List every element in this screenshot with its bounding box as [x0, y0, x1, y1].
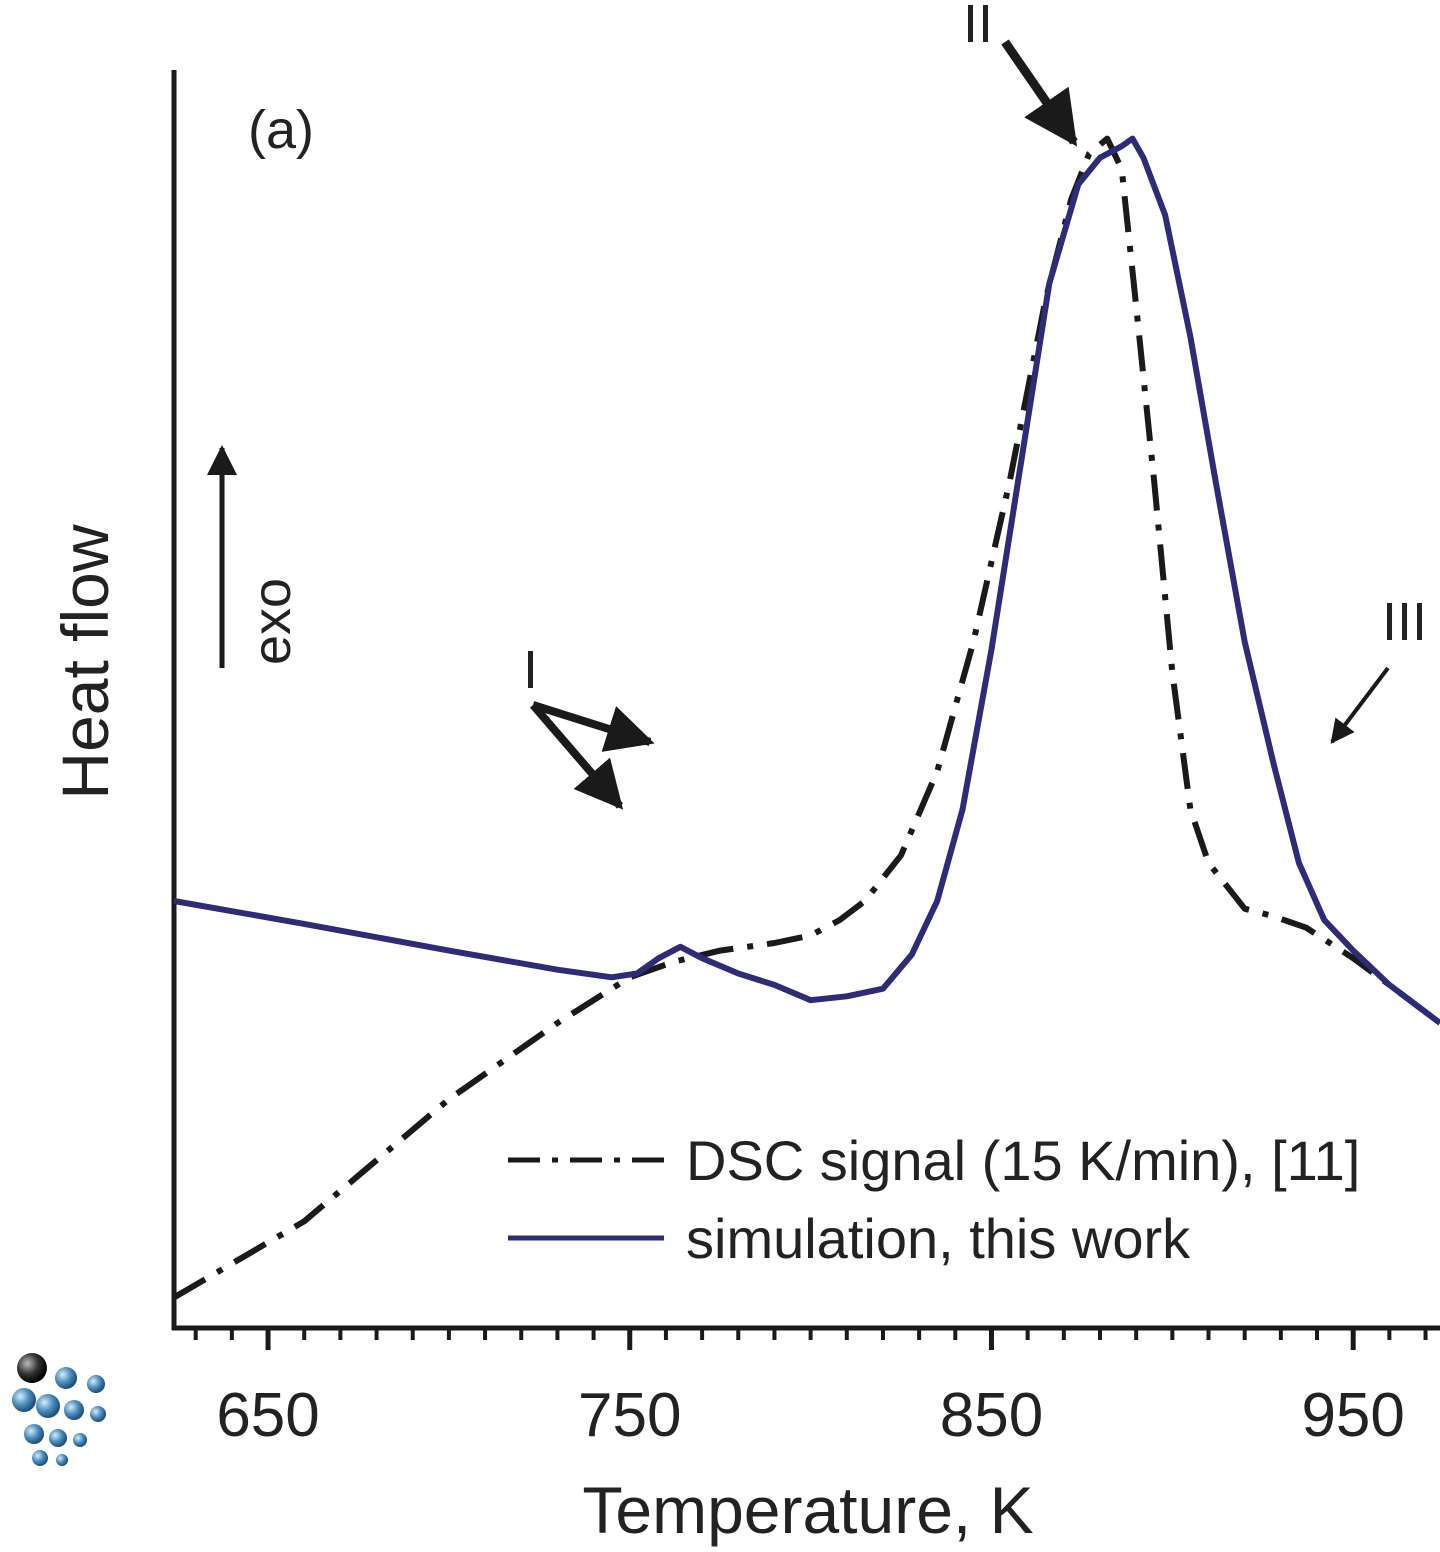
x-axis-minor-ticks: [193, 1328, 1428, 1340]
legend-label-dsc: DSC signal (15 K/min), [11]: [686, 1129, 1360, 1192]
x-tick-labels: 650 750 850 950: [216, 1381, 1405, 1450]
dsc-signal-line: [172, 135, 1440, 1301]
simulation-line: [173, 135, 1440, 1026]
publisher-logo: [12, 1353, 106, 1466]
x-tick-label-750: 750: [578, 1381, 681, 1450]
x-axis-major-ticks: [265, 1328, 1356, 1350]
x-tick-label-650: 650: [216, 1381, 319, 1450]
arrow-i-lower: [529, 702, 624, 810]
arrow-iii: [1330, 666, 1390, 744]
annotation-i: I: [523, 640, 538, 700]
y-axis-title: Heat flow: [48, 524, 122, 799]
x-tick-label-950: 950: [1301, 1381, 1404, 1450]
annotation-iii: III: [1382, 592, 1427, 652]
arrow-i-upper: [531, 701, 655, 752]
exo-label: exo: [242, 578, 302, 665]
x-axis-title: Temperature, K: [582, 1473, 1033, 1547]
arrow-ii: [1001, 39, 1078, 147]
x-tick-label-850: 850: [940, 1381, 1043, 1450]
legend: DSC signal (15 K/min), [11] simulation, …: [508, 1129, 1360, 1270]
legend-label-simulation: simulation, this work: [686, 1207, 1191, 1270]
annotation-arrows: [207, 39, 1390, 810]
panel-label: (a): [248, 100, 314, 160]
annotation-ii: II: [963, 0, 993, 54]
